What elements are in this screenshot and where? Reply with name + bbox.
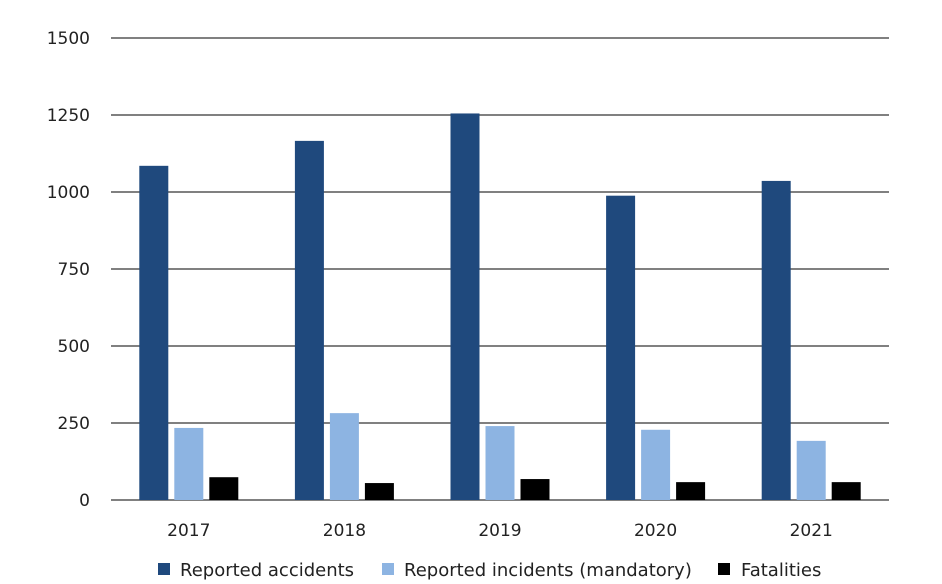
legend-swatch (158, 563, 170, 575)
legend-swatch (718, 563, 730, 575)
x-tick-label: 2018 (323, 521, 366, 541)
legend-label: Fatalities (741, 560, 821, 581)
legend-swatch (382, 563, 394, 575)
legend-label: Reported accidents (180, 560, 354, 581)
bar-reported-accidents-2020 (606, 195, 636, 501)
bar-reported-incidents-mandatory-2018 (329, 413, 359, 500)
bar-reported-accidents-2018 (294, 140, 324, 500)
y-tick-label: 250 (58, 414, 90, 434)
bar-fatalities-2020 (676, 482, 706, 500)
x-tick-label: 2017 (167, 521, 210, 541)
y-tick-label: 1250 (47, 106, 90, 126)
bar-fatalities-2021 (831, 482, 861, 500)
bar-reported-incidents-mandatory-2017 (174, 427, 204, 500)
bar-fatalities-2017 (209, 477, 239, 500)
x-axis-ticks: 2017 2018 2019 2020 2021 (167, 521, 833, 541)
bar-reported-accidents-2021 (761, 180, 791, 501)
y-tick-label: 0 (79, 491, 90, 511)
bar-reported-accidents-2019 (450, 113, 480, 501)
bar-reported-accidents-2017 (139, 165, 169, 500)
bars (139, 113, 861, 501)
bar-fatalities-2019 (520, 479, 550, 500)
bar-fatalities-2018 (364, 483, 394, 500)
x-tick-label: 2021 (790, 521, 833, 541)
bar-reported-incidents-mandatory-2021 (796, 440, 826, 500)
gridlines (111, 37, 889, 501)
y-tick-label: 750 (58, 260, 90, 280)
y-tick-label: 1000 (47, 183, 90, 203)
x-tick-label: 2019 (478, 521, 521, 541)
y-tick-label: 1500 (47, 29, 90, 49)
bar-reported-incidents-mandatory-2020 (641, 429, 671, 500)
legend-label: Reported incidents (mandatory) (404, 560, 692, 581)
y-tick-label: 500 (58, 337, 90, 357)
bar-reported-incidents-mandatory-2019 (485, 426, 515, 500)
legend: Reported accidents Reported incidents (ma… (158, 560, 821, 581)
y-axis-ticks: 0 250 500 750 1000 1250 1500 (47, 29, 90, 511)
x-tick-label: 2020 (634, 521, 677, 541)
